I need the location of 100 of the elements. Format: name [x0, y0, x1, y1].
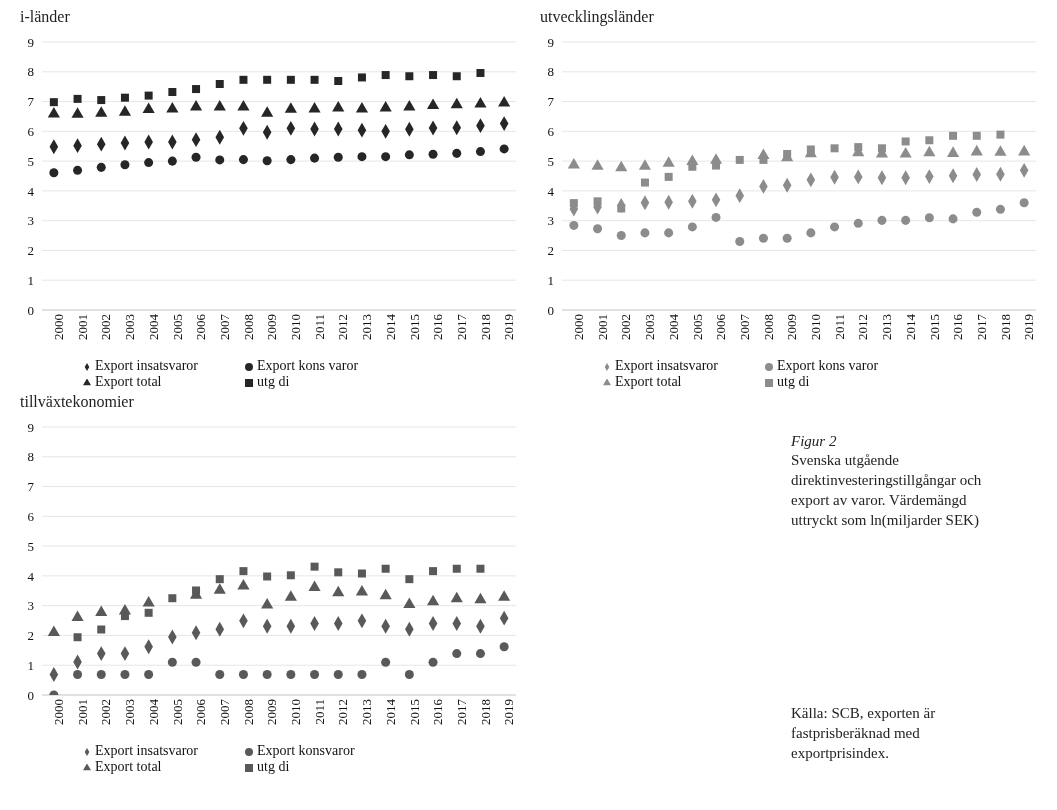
- legend-label: Export insatsvaror: [95, 743, 200, 759]
- point: [711, 212, 721, 222]
- point: [49, 98, 58, 107]
- point: [899, 146, 912, 158]
- x-tick-label: 2013: [359, 699, 375, 725]
- x-tick-label: 2016: [430, 313, 446, 340]
- point: [332, 101, 345, 112]
- point: [426, 594, 440, 606]
- y-tick-label: 7: [547, 94, 555, 110]
- point: [47, 107, 60, 118]
- point: [452, 649, 462, 659]
- point: [830, 144, 839, 153]
- x-tick-label: 2008: [240, 699, 256, 725]
- y-tick-label: 0: [547, 302, 554, 318]
- point: [166, 101, 179, 113]
- x-tick-label: 2014: [382, 313, 398, 340]
- point: [286, 669, 296, 679]
- point: [924, 213, 934, 223]
- point: [357, 569, 366, 578]
- x-tick-label: 2008: [760, 314, 776, 340]
- point: [310, 669, 320, 679]
- y-tick-label: 4: [27, 568, 35, 584]
- point: [238, 155, 248, 165]
- x-tick-label: 2019: [1021, 314, 1037, 340]
- point: [286, 571, 295, 580]
- point: [238, 669, 248, 679]
- point: [405, 72, 414, 81]
- y-tick-label: 6: [27, 508, 35, 524]
- point: [263, 572, 272, 581]
- point: [97, 625, 106, 634]
- point: [167, 156, 177, 166]
- point: [334, 77, 343, 86]
- point: [144, 158, 154, 168]
- point: [877, 215, 887, 225]
- point: [284, 590, 297, 601]
- x-tick-label: 2002: [98, 699, 114, 725]
- y-tick-label: 8: [547, 64, 554, 80]
- point: [120, 93, 129, 102]
- y-tick-label: 7: [27, 94, 35, 110]
- point: [664, 172, 673, 181]
- y-tick-label: 2: [27, 628, 34, 644]
- y-tick-label: 1: [27, 272, 34, 288]
- x-tick-label: 2000: [51, 699, 67, 725]
- point: [638, 159, 652, 170]
- point: [286, 155, 296, 165]
- y-tick-label: 1: [27, 657, 34, 673]
- x-tick-label: 2015: [406, 314, 422, 340]
- point: [167, 657, 177, 667]
- point: [567, 157, 580, 169]
- point: [854, 143, 863, 152]
- point: [239, 567, 248, 576]
- x-tick-label: 2018: [477, 314, 493, 340]
- y-tick-label: 0: [27, 687, 34, 703]
- y-tick-label: 5: [547, 153, 554, 169]
- point: [498, 590, 511, 601]
- x-tick-label: 2007: [216, 698, 232, 725]
- text: Källa: SCB, exporten är fastprisberäknad med exportprisindex.: [791, 704, 937, 763]
- point: [735, 237, 745, 247]
- y-tick-label: 6: [27, 123, 35, 139]
- point: [97, 96, 106, 105]
- point: [71, 610, 84, 622]
- y-tick-label: 5: [27, 153, 34, 169]
- point: [310, 562, 319, 571]
- point: [308, 101, 321, 113]
- x-tick-label: 2004: [145, 698, 161, 725]
- x-tick-label: 2001: [74, 699, 90, 725]
- point: [308, 580, 321, 592]
- point: [191, 152, 201, 162]
- point: [499, 144, 509, 154]
- x-tick-label: 2000: [571, 314, 587, 340]
- x-tick-label: 2006: [193, 313, 209, 340]
- point: [381, 152, 391, 162]
- legend-label: Export total: [615, 374, 683, 390]
- point: [142, 595, 155, 607]
- legend-label: Export insatsvaror: [95, 358, 200, 374]
- point: [215, 575, 224, 584]
- x-tick-label: 2005: [169, 314, 185, 340]
- y-tick-label: 8: [27, 64, 34, 80]
- x-tick-label: 2011: [311, 699, 327, 725]
- x-tick-label: 2012: [855, 314, 871, 340]
- legend-label: Export kons varor: [777, 358, 880, 374]
- point: [475, 147, 485, 157]
- point: [450, 97, 463, 109]
- x-tick-label: 2003: [642, 314, 658, 340]
- x-tick-label: 2017: [453, 313, 469, 340]
- point: [191, 657, 201, 667]
- point: [355, 101, 369, 113]
- x-tick-label: 2011: [831, 314, 847, 340]
- point: [237, 99, 250, 111]
- legend-label: Export total: [95, 374, 163, 390]
- y-tick-label: 9: [27, 419, 34, 435]
- x-tick-label: 2004: [665, 313, 681, 340]
- x-tick-label: 2007: [736, 313, 752, 340]
- point: [591, 159, 604, 170]
- x-tick-label: 2015: [926, 314, 942, 340]
- x-tick-label: 2008: [240, 314, 256, 340]
- x-tick-label: 2012: [335, 314, 351, 340]
- point: [262, 669, 272, 679]
- point: [239, 75, 248, 84]
- point: [995, 204, 1005, 214]
